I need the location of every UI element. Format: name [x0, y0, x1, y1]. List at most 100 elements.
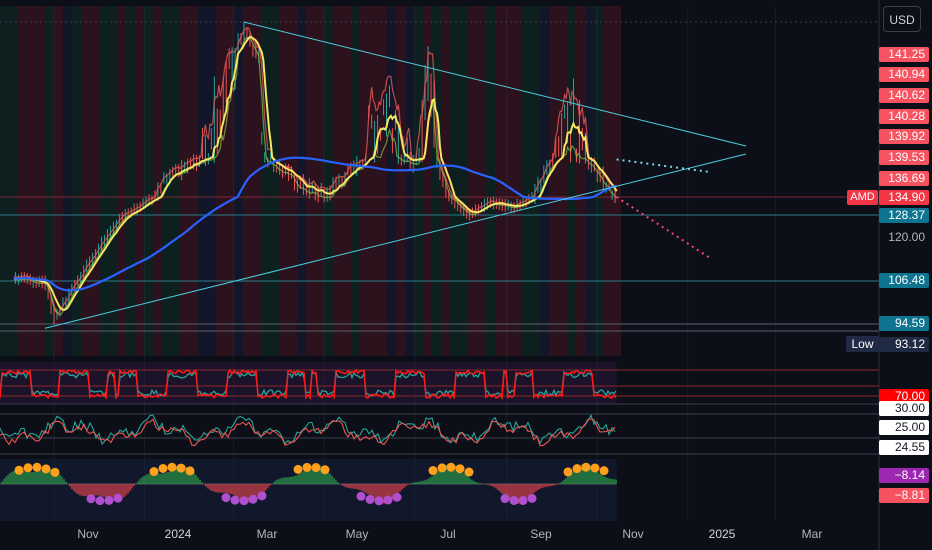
regime-band: [504, 6, 513, 356]
lower-trendline: [44, 153, 747, 329]
signal-dot: [14, 465, 24, 475]
signal-dot: [113, 493, 123, 503]
regime-band: [432, 6, 441, 356]
regime-band: [315, 6, 324, 356]
regime-band: [198, 6, 207, 356]
regime-band: [144, 6, 153, 356]
regime-band: [234, 6, 243, 356]
regime-band: [387, 6, 396, 356]
price-axis-label: 120.00: [888, 230, 925, 244]
regime-band: [252, 6, 261, 356]
regime-band: [576, 6, 585, 356]
regime-band: [27, 6, 36, 356]
signal-dot: [149, 467, 159, 477]
signal-dot: [563, 467, 573, 477]
signal-dot: [86, 494, 96, 504]
time-axis-label: 2025: [708, 527, 736, 541]
low-value-label: 93.12: [879, 337, 929, 352]
indicator-axis-label: −8.14: [879, 468, 929, 483]
signal-dot: [356, 491, 366, 501]
time-axis-label: Sep: [530, 527, 552, 541]
regime-band: [90, 6, 99, 356]
signal-dot: [176, 463, 186, 473]
price-axis-label: 106.48: [879, 273, 929, 288]
currency-button[interactable]: USD: [883, 6, 921, 32]
regime-band: [189, 6, 198, 356]
time-axis-label: 2024: [164, 527, 192, 541]
regime-band: [225, 6, 234, 356]
regime-band: [81, 6, 90, 356]
regime-band: [99, 6, 108, 356]
regime-band: [549, 6, 558, 356]
regime-band: [396, 6, 405, 356]
oscillator-signal: [0, 370, 617, 399]
regime-band: [477, 6, 486, 356]
regime-band: [45, 6, 54, 356]
momentum-pane: [0, 403, 879, 455]
regime-band: [612, 6, 621, 356]
signal-dot: [41, 464, 51, 474]
regime-band: [36, 6, 45, 356]
signal-dot: [104, 495, 114, 505]
indicator-axis-label: 24.55: [879, 440, 929, 455]
signal-dot: [590, 463, 600, 473]
signal-dot: [248, 494, 258, 504]
vertical-grid: [53, 6, 776, 520]
signal-dot: [221, 493, 231, 503]
regime-band: [171, 6, 180, 356]
regime-band: [486, 6, 495, 356]
signal-dot: [527, 493, 537, 503]
time-axis-label: May: [345, 527, 369, 541]
momentum-slow: [0, 418, 616, 447]
low-tag: Low: [846, 336, 879, 352]
momentum-fast: [0, 413, 616, 446]
price-axis-label: 136.69: [879, 171, 929, 186]
regime-band: [126, 6, 135, 356]
regime-band: [0, 6, 9, 356]
regime-band: [423, 6, 432, 356]
oscillator-pane: [0, 362, 879, 404]
regime-band: [459, 6, 468, 356]
regime-band: [9, 6, 18, 356]
signal-dot: [572, 464, 582, 474]
signal-dot: [464, 467, 474, 477]
regime-band: [324, 6, 333, 356]
price-axis-label: 94.59: [879, 316, 929, 331]
regime-band: [279, 6, 288, 356]
time-axis-label: Nov: [77, 527, 99, 541]
indicator-axis-label: 70.00: [879, 389, 929, 404]
price-axis-label: 141.25: [879, 47, 929, 62]
regime-band: [567, 6, 576, 356]
signal-dot: [230, 495, 240, 505]
mid-ma-line: [13, 36, 617, 316]
signal-dot: [95, 496, 105, 506]
signal-dot: [383, 495, 393, 505]
regime-band: [558, 6, 567, 356]
regime-band: [135, 6, 144, 356]
signal-dot: [446, 462, 456, 472]
regime-band: [360, 6, 369, 356]
signal-dot: [518, 496, 528, 506]
oscillator-bg: [0, 362, 617, 404]
signal-dot: [311, 463, 321, 473]
time-axis-label: Mar: [256, 527, 278, 541]
regime-band: [180, 6, 189, 356]
ticker-label: AMD: [847, 190, 878, 205]
signal-dot: [500, 494, 510, 504]
signal-dot: [158, 463, 168, 473]
forecast-sideways: [616, 158, 711, 173]
price-axis-label: 128.37: [879, 208, 929, 223]
regime-band: [531, 6, 540, 356]
indicator-axis-label: 25.00: [879, 420, 929, 435]
time-axis-label: Mar: [801, 527, 823, 541]
price-axis-label: 140.94: [879, 67, 929, 82]
regime-band: [468, 6, 477, 356]
regime-band: [63, 6, 72, 356]
sma-line: [13, 156, 617, 292]
signal-dot: [239, 496, 249, 506]
signal-dot: [167, 462, 177, 472]
regime-band: [351, 6, 360, 356]
signal-dot: [374, 496, 384, 506]
forecast-down: [616, 196, 711, 259]
